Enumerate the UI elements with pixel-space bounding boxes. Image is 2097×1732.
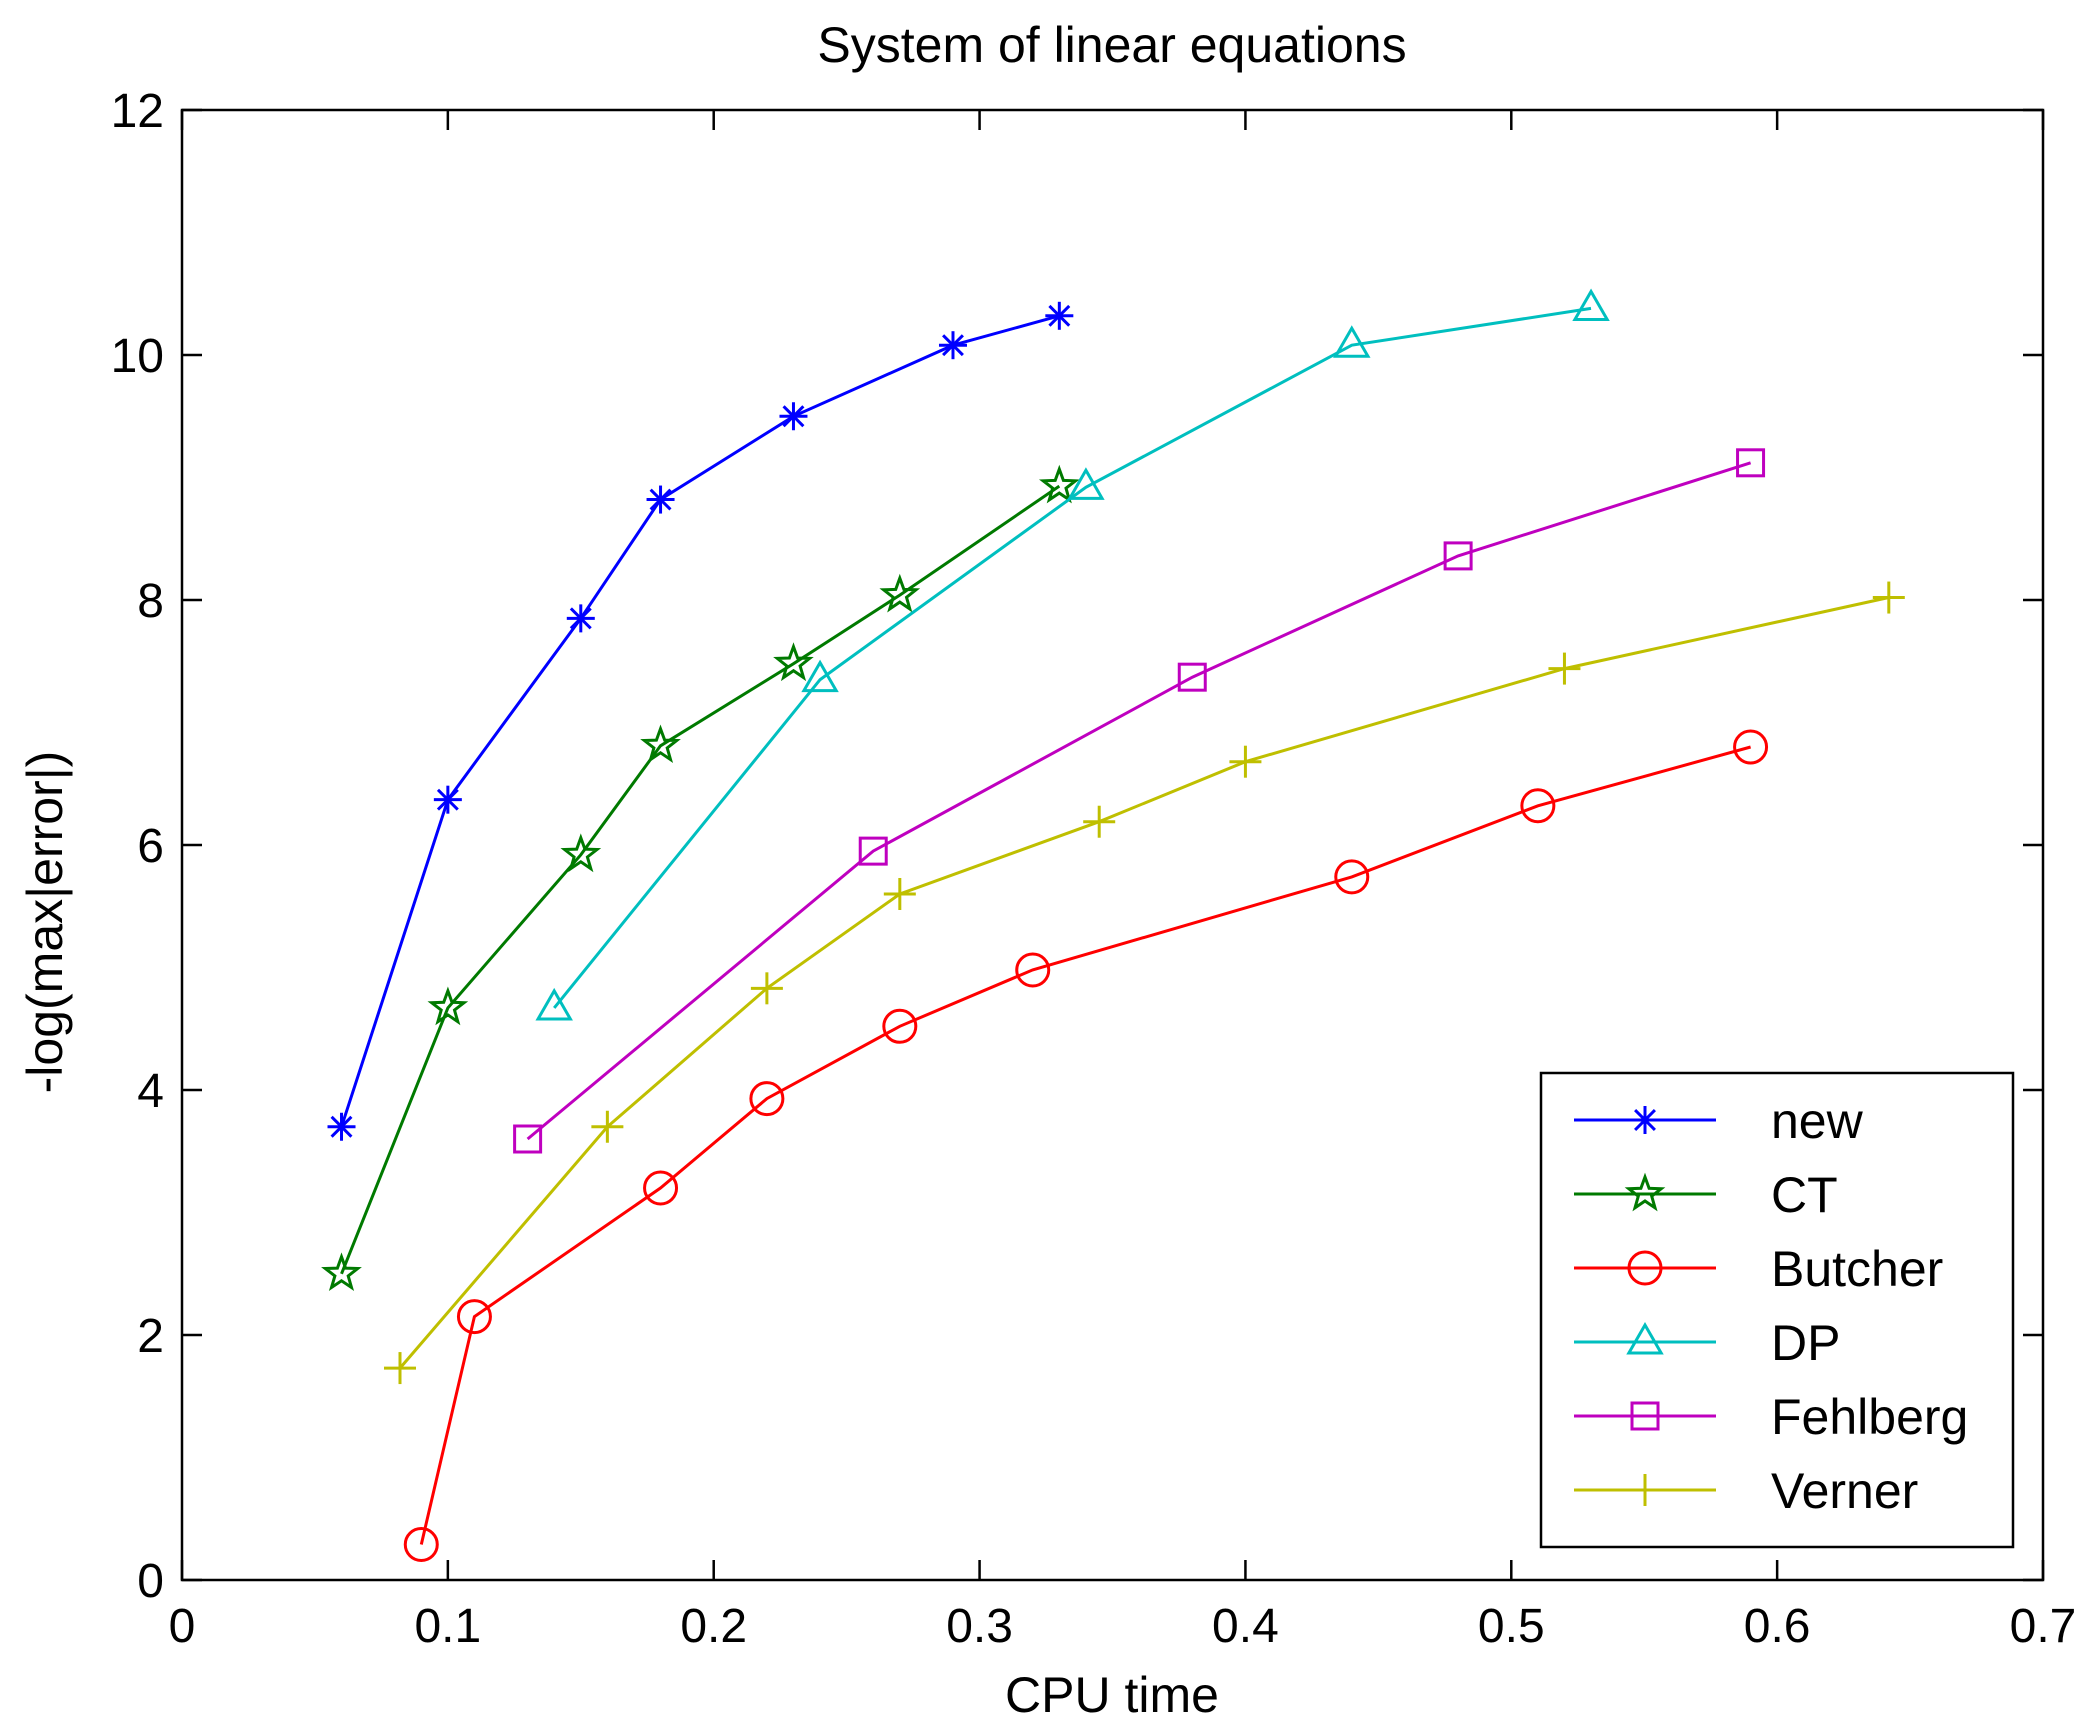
series-new [327, 301, 1074, 1141]
y-tick-label: 4 [137, 1065, 164, 1118]
series-line [553, 306, 1592, 1009]
data-point [779, 402, 808, 431]
data-point [1733, 729, 1769, 765]
data-point [1736, 448, 1766, 478]
y-tick-label: 6 [137, 820, 164, 873]
legend-marker [1629, 1474, 1661, 1506]
data-point [327, 1112, 356, 1141]
data-point [1333, 325, 1371, 358]
data-point [1083, 805, 1116, 838]
data-point [1334, 859, 1370, 895]
series-butcher [403, 729, 1769, 1562]
series-line [398, 596, 1890, 1370]
legend-marker [1627, 1250, 1663, 1286]
data-point [1229, 745, 1262, 778]
legend-item: Butcher [1574, 1241, 1943, 1297]
data-point [750, 972, 783, 1005]
legend-label: CT [1771, 1167, 1838, 1223]
series-fehlberg [513, 448, 1766, 1154]
data-point [427, 986, 469, 1026]
series-dp [535, 288, 1610, 1021]
legend-marker [1624, 1172, 1666, 1212]
data-point [749, 1081, 785, 1117]
x-tick-label: 0.4 [1212, 1600, 1279, 1653]
legend-item: Verner [1574, 1463, 1918, 1519]
data-point [433, 785, 462, 814]
data-point [321, 1252, 362, 1292]
data-point [879, 573, 921, 613]
data-point [1177, 662, 1207, 692]
legend-marker [1630, 1401, 1660, 1431]
data-point [938, 331, 967, 360]
series-line [526, 461, 1752, 1141]
data-point [1067, 467, 1105, 500]
legend-marker [1626, 1321, 1664, 1355]
y-tick-label: 0 [137, 1555, 164, 1608]
y-axis-title: -log(max|error|) [17, 751, 73, 1094]
x-tick-label: 0.7 [2010, 1600, 2077, 1653]
y-tick-label: 2 [137, 1310, 164, 1363]
y-tick-label: 10 [111, 330, 164, 383]
data-point [643, 1170, 679, 1206]
y-tick-label: 8 [137, 575, 164, 628]
data-point [1443, 541, 1473, 571]
data-point [646, 485, 675, 514]
data-point [513, 1124, 543, 1154]
data-point [773, 642, 814, 682]
series-line [419, 745, 1751, 1545]
legend-item: CT [1574, 1167, 1838, 1223]
data-point [1872, 581, 1905, 614]
legend-label: Fehlberg [1771, 1389, 1968, 1445]
data-point [1015, 952, 1051, 988]
data-point [403, 1526, 439, 1562]
data-point [1520, 788, 1556, 824]
data-point [566, 604, 595, 633]
data-point [640, 724, 681, 764]
legend-item: DP [1574, 1315, 1840, 1371]
data-point [456, 1299, 492, 1335]
data-point [801, 659, 839, 693]
legend-box [1539, 1071, 2015, 1549]
data-point [883, 878, 916, 910]
x-tick-label: 0 [169, 1600, 196, 1653]
legend: new CT Butcher DP Fehlberg Verner [1539, 1071, 2015, 1549]
x-axis-title: CPU time [1005, 1667, 1219, 1723]
legend-label: Butcher [1771, 1241, 1943, 1297]
legend-item: Fehlberg [1574, 1389, 1968, 1445]
legend-label: new [1771, 1093, 1864, 1149]
data-point [384, 1352, 417, 1385]
data-point [1045, 301, 1074, 330]
series-ct [321, 464, 1080, 1292]
y-tick-label: 12 [111, 85, 164, 138]
plot-area: 0 0.1 0.2 0.3 0.4 0.5 0.6 0.7 0 2 4 6 8 10 12 [111, 85, 2077, 1653]
data-point [560, 833, 602, 873]
x-tick-label: 0.6 [1744, 1600, 1811, 1653]
data-point [591, 1110, 624, 1143]
data-point [1572, 288, 1610, 321]
x-tick-label: 0.5 [1478, 1600, 1545, 1653]
legend-marker [1631, 1106, 1659, 1134]
data-point [1548, 652, 1581, 685]
data-point [1039, 464, 1080, 504]
legend-label: Verner [1771, 1463, 1918, 1519]
legend-item: new [1574, 1093, 1864, 1149]
x-tick-label: 0.2 [680, 1600, 747, 1653]
series-line [340, 484, 1061, 1275]
x-tick-label: 0.3 [946, 1600, 1013, 1653]
legend-label: DP [1771, 1315, 1840, 1371]
series-verner [384, 581, 1905, 1385]
x-tick-label: 0.1 [414, 1600, 481, 1653]
chart-title: System of linear equations [817, 17, 1406, 73]
data-point [535, 987, 573, 1021]
data-point [882, 1008, 918, 1044]
data-point [858, 836, 888, 866]
